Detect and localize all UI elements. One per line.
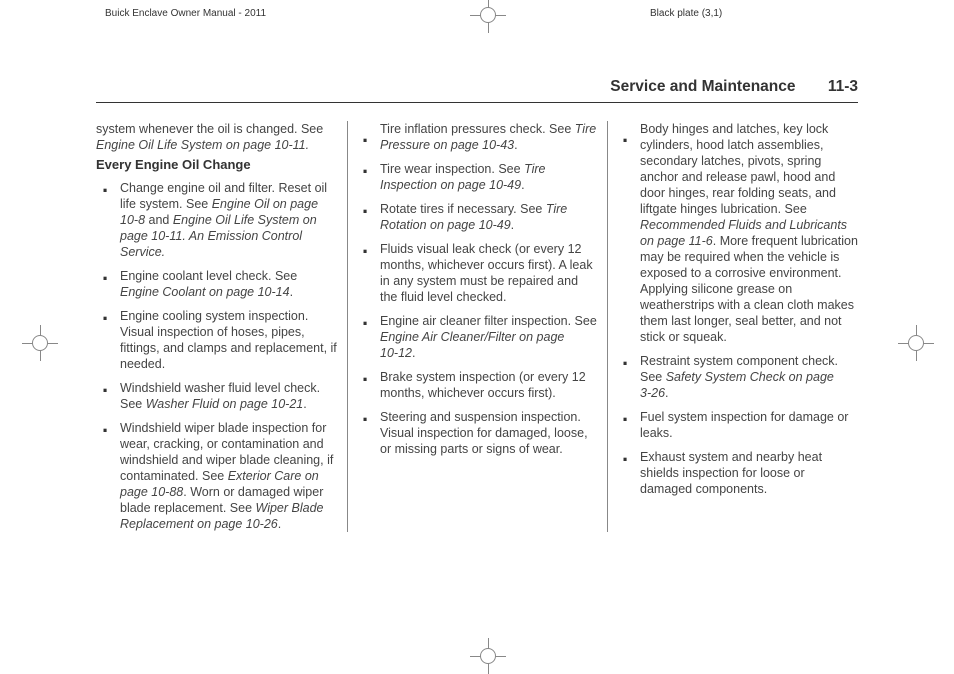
list-item: Engine air cleaner filter inspection. Se… bbox=[356, 313, 598, 361]
list-item: Change engine oil and filter. Reset oil … bbox=[96, 180, 338, 260]
reference-text: Washer Fluid on page 10‑21 bbox=[146, 397, 304, 411]
registration-mark-left bbox=[22, 325, 58, 361]
chapter-title: Service and Maintenance bbox=[610, 78, 795, 95]
plate-label: Black plate (3,1) bbox=[650, 8, 722, 19]
chapter-number: 11-3 bbox=[828, 78, 858, 95]
section-heading: Every Engine Oil Change bbox=[96, 157, 338, 174]
list-item: Restraint system component check. See Sa… bbox=[616, 353, 858, 401]
intro-text: system whenever the oil is changed. See bbox=[96, 122, 323, 136]
body-text: . bbox=[290, 285, 293, 299]
body-text: . bbox=[511, 218, 514, 232]
body-text: . bbox=[514, 138, 517, 152]
list-item: Steering and suspension inspection. Visu… bbox=[356, 409, 598, 457]
list-item: Rotate tires if necessary. See Tire Rota… bbox=[356, 201, 598, 233]
reference-text: Engine Air Cleaner/Filter on page 10‑12 bbox=[380, 330, 564, 360]
manual-title: Buick Enclave Owner Manual - 2011 bbox=[105, 8, 266, 19]
body-text: Rotate tires if necessary. See bbox=[380, 202, 546, 216]
body-text: . bbox=[278, 517, 281, 531]
list-item: Body hinges and latches, key lock cylind… bbox=[616, 121, 858, 345]
intro-paragraph: system whenever the oil is changed. See … bbox=[96, 121, 338, 153]
list-item: Fluids visual leak check (or every 12 mo… bbox=[356, 241, 598, 305]
body-text: Steering and suspension inspection. Visu… bbox=[380, 410, 588, 456]
list-item: Windshield wiper blade inspection for we… bbox=[96, 420, 338, 532]
registration-mark-right bbox=[898, 325, 934, 361]
body-text: Body hinges and latches, key lock cylind… bbox=[640, 122, 836, 216]
list-item: Tire inflation pressures check. See Tire… bbox=[356, 121, 598, 153]
body-text: . bbox=[303, 397, 306, 411]
body-text: Engine cooling system inspection. Visual… bbox=[120, 309, 337, 371]
list-item: Tire wear inspection. See Tire Inspectio… bbox=[356, 161, 598, 193]
reference-text: Engine Coolant on page 10‑14 bbox=[120, 285, 290, 299]
list-item: Brake system inspection (or every 12 mon… bbox=[356, 369, 598, 401]
body-text: Fluids visual leak check (or every 12 mo… bbox=[380, 242, 593, 304]
body-text: Tire wear inspection. See bbox=[380, 162, 524, 176]
body-text: . bbox=[412, 346, 415, 360]
body-text: and bbox=[145, 213, 173, 227]
list-item: Fuel system inspection for damage or lea… bbox=[616, 409, 858, 441]
list-item: Exhaust system and nearby heat shields i… bbox=[616, 449, 858, 497]
list-item: Engine cooling system inspection. Visual… bbox=[96, 308, 338, 372]
body-text: . bbox=[521, 178, 524, 192]
body-text: Fuel system inspection for damage or lea… bbox=[640, 410, 848, 440]
content-columns: system whenever the oil is changed. See … bbox=[96, 121, 858, 532]
intro-ref: Engine Oil Life System on page 10‑11. bbox=[96, 138, 309, 152]
bullet-list: Change engine oil and filter. Reset oil … bbox=[96, 121, 858, 532]
body-text: Tire inflation pressures check. See bbox=[380, 122, 575, 136]
list-item: Windshield washer fluid level check. See… bbox=[96, 380, 338, 412]
body-text: Brake system inspection (or every 12 mon… bbox=[380, 370, 586, 400]
registration-mark-bottom bbox=[470, 638, 506, 674]
body-text: . bbox=[665, 386, 668, 400]
body-text: . More frequent lubrication may be requi… bbox=[640, 234, 858, 344]
body-text: Engine air cleaner filter inspection. Se… bbox=[380, 314, 597, 328]
registration-mark-top bbox=[470, 0, 506, 33]
reference-text: Safety System Check on page 3‑26 bbox=[640, 370, 834, 400]
body-text: Engine coolant level check. See bbox=[120, 269, 297, 283]
page-body: Service and Maintenance 11-3 system when… bbox=[96, 78, 858, 532]
body-text: Exhaust system and nearby heat shields i… bbox=[640, 450, 822, 496]
list-item: Engine coolant level check. See Engine C… bbox=[96, 268, 338, 300]
running-head: Service and Maintenance 11-3 bbox=[96, 78, 858, 103]
